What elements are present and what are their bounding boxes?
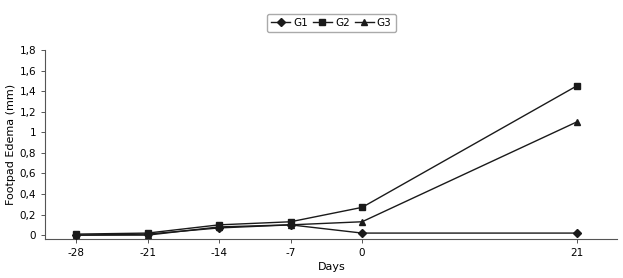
- X-axis label: Days: Days: [318, 262, 345, 272]
- G1: [144, 232, 151, 236]
- G2: [144, 231, 151, 235]
- G2: [573, 84, 580, 88]
- G1: [287, 223, 294, 227]
- G2: [358, 206, 366, 209]
- G2: [287, 220, 294, 224]
- G3: [72, 234, 80, 237]
- Line: G2: G2: [73, 83, 580, 237]
- Line: G3: G3: [72, 118, 580, 239]
- G1: [72, 234, 80, 237]
- G1: [358, 231, 366, 235]
- G3: [216, 225, 223, 229]
- G1: [573, 231, 580, 235]
- Y-axis label: Footpad Edema (mm): Footpad Edema (mm): [6, 84, 16, 205]
- G3: [573, 120, 580, 124]
- Legend: G1, G2, G3: G1, G2, G3: [267, 14, 396, 32]
- G3: [287, 223, 294, 227]
- G2: [216, 223, 223, 227]
- G3: [144, 234, 151, 237]
- Line: G1: G1: [74, 222, 579, 238]
- G3: [358, 220, 366, 224]
- G1: [216, 226, 223, 230]
- G2: [72, 232, 80, 236]
